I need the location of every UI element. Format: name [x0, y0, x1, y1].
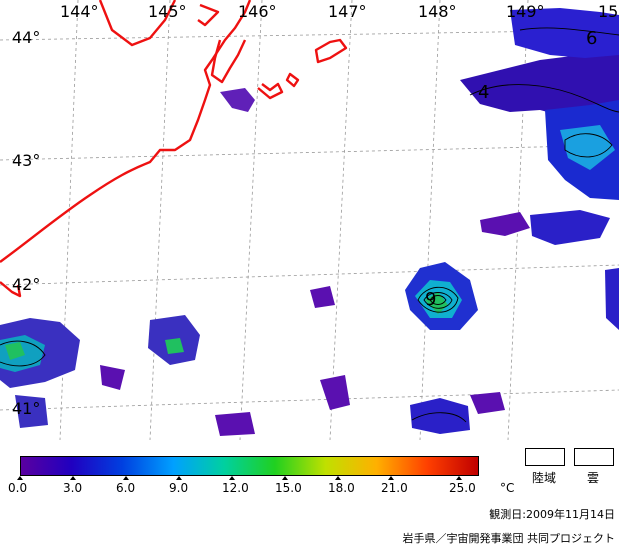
colorbar-tick-label: 21.0 — [381, 481, 408, 495]
sst-patches — [0, 8, 619, 436]
contour-label-4: 4 — [478, 82, 489, 103]
colorbar-tick-mark — [388, 476, 394, 480]
colorbar-tick-mark — [229, 476, 235, 480]
colorbar-tick-label: 18.0 — [328, 481, 355, 495]
colorbar-tick-label: 15.0 — [275, 481, 302, 495]
colorbar-tick-label: 9.0 — [169, 481, 189, 495]
colorbar-tick-mark — [456, 476, 462, 480]
lon-label-150: 15 — [598, 2, 619, 21]
colorbar-tick-label: 3.0 — [63, 481, 83, 495]
graticule — [0, 0, 619, 440]
colorbar-tick-label: 0.0 — [8, 481, 28, 495]
land-legend-swatch — [525, 448, 565, 466]
project-credit: 岩手県／宇宙開発事業団 共同プロジェクト — [402, 532, 616, 545]
colorbar-tick-mark — [176, 476, 182, 480]
colorbar-unit: °C — [500, 481, 515, 495]
colorbar-tick-label: 6.0 — [116, 481, 136, 495]
lat-label-44: 44° — [12, 28, 41, 47]
lon-label-148: 148° — [418, 2, 457, 21]
contour-label-6: 6 — [586, 28, 597, 49]
colorbar-tick-mark — [17, 476, 23, 480]
land-legend-label: 陸域 — [532, 471, 557, 485]
lon-label-149: 149° — [506, 2, 545, 21]
lon-label-145: 145° — [148, 2, 187, 21]
temperature-colorbar — [20, 456, 479, 476]
colorbar-tick-label: 12.0 — [222, 481, 249, 495]
lon-label-144: 144° — [60, 2, 99, 21]
colorbar-tick-mark — [282, 476, 288, 480]
sst-map: 4 6 9 — [0, 0, 619, 440]
lat-label-42: 42° — [12, 275, 41, 294]
contours — [0, 27, 619, 423]
coastline — [0, 0, 348, 298]
colorbar-tick-label: 25.0 — [449, 481, 476, 495]
observation-date: 観測日:2009年11月14日 — [489, 508, 615, 521]
colorbar-tick-mark — [335, 476, 341, 480]
cloud-legend-swatch — [574, 448, 614, 466]
lat-label-43: 43° — [12, 151, 41, 170]
lon-label-146: 146° — [238, 2, 277, 21]
contour-label-9: 9 — [425, 289, 436, 310]
colorbar-tick-mark — [123, 476, 129, 480]
colorbar-tick-mark — [70, 476, 76, 480]
lat-label-41: 41° — [12, 399, 41, 418]
lon-label-147: 147° — [328, 2, 367, 21]
cloud-legend-label: 雲 — [587, 471, 600, 485]
